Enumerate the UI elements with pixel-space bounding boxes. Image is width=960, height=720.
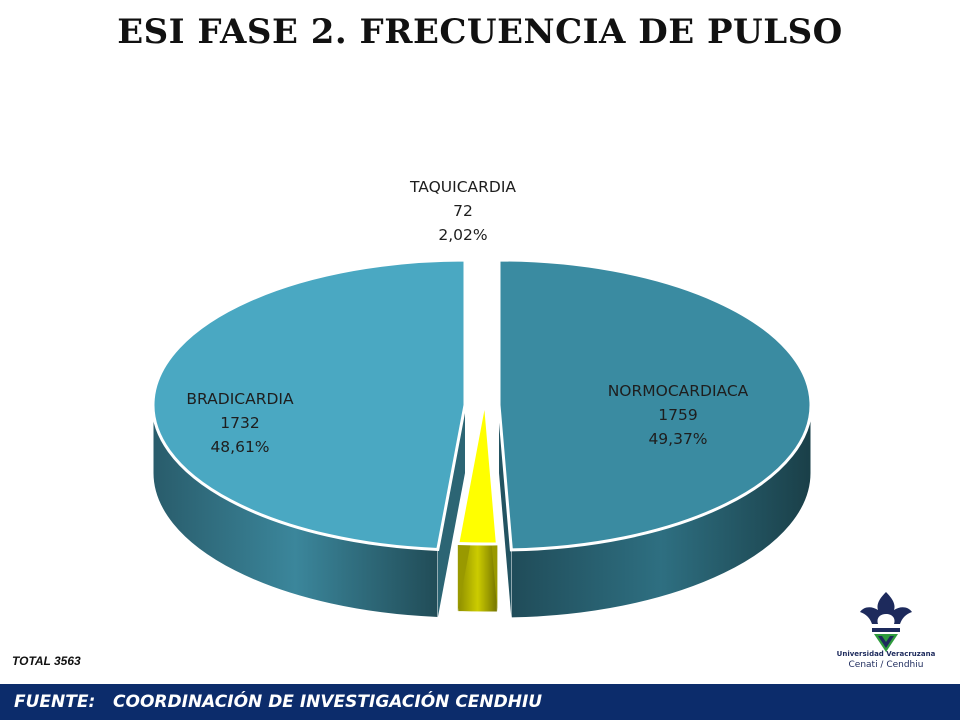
logo-university-name: Universidad Veracruzana (836, 650, 936, 658)
slice-label-value-bradicardia: 1732 (220, 414, 259, 432)
footer-label: FUENTE: (14, 692, 96, 712)
slice-label-percent-normocardiaca: 49,37% (648, 430, 707, 448)
slice-label-name-bradicardia: BRADICARDIA (186, 390, 294, 408)
pie-slice-taquicardia (456, 398, 500, 546)
footer-source: FUENTE: COORDINACIÓN DE INVESTIGACIÓN CE… (14, 692, 542, 712)
logo-subtitle: Cenati / Cendhiu (848, 660, 924, 670)
slice-label-percent-bradicardia: 48,61% (210, 438, 269, 456)
slice-label-value-normocardiaca: 1759 (658, 406, 697, 424)
pie-slice-bradicardia (151, 258, 467, 552)
slice-label-name-normocardiaca: NORMOCARDIACA (608, 382, 749, 400)
chart-title: ESI FASE 2. FRECUENCIA DE PULSO (117, 12, 843, 52)
slice-label-name-taquicardia: TAQUICARDIA (409, 178, 516, 196)
footer-bar: FUENTE: COORDINACIÓN DE INVESTIGACIÓN CE… (0, 684, 960, 720)
logo-emblem-icon (860, 592, 912, 652)
pie-cut-face-bradicardia (437, 405, 465, 618)
university-logo: Universidad Veracruzana Cenati / Cendhiu (814, 584, 958, 684)
slice-label-percent-taquicardia: 2,02% (438, 226, 487, 244)
pie-slice-normocardiaca (497, 258, 813, 552)
slice-label-value-taquicardia: 72 (453, 202, 473, 220)
total-label: TOTAL 3563 (12, 654, 81, 668)
footer-text: COORDINACIÓN DE INVESTIGACIÓN CENDHIU (113, 692, 543, 712)
